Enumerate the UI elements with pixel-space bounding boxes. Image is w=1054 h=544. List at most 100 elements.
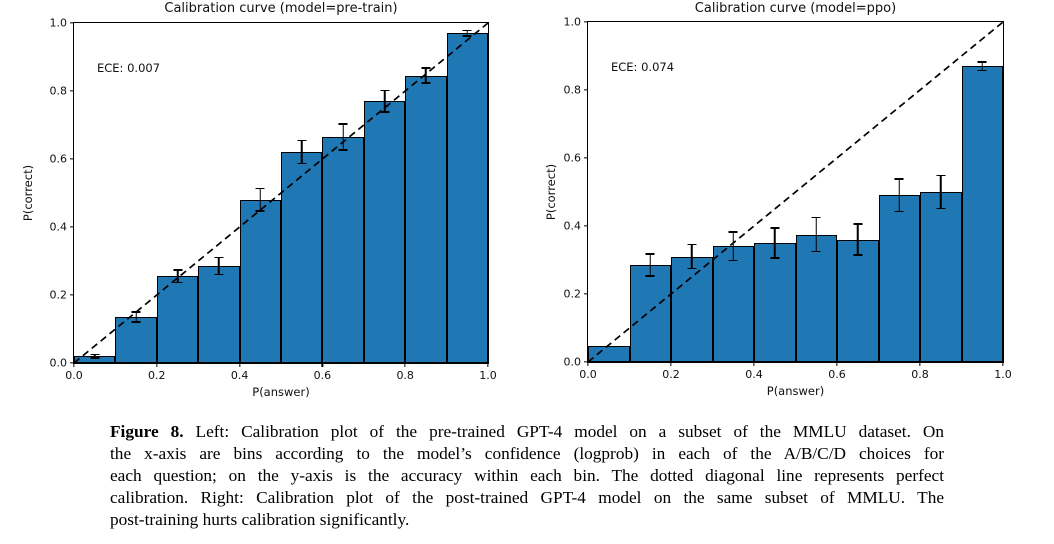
error-bar-line (649, 254, 651, 276)
error-bar-cap (894, 210, 904, 213)
histogram-bar (156, 276, 199, 363)
error-bar (977, 61, 987, 72)
histogram-bar (671, 256, 713, 362)
caption-text: Left: Calibration plot of the pre-traine… (195, 422, 944, 441)
error-bar-line (218, 257, 220, 275)
histogram-bar (920, 192, 962, 362)
calibration-chart-pretrain: Calibration curve (model=pre-train) P(co… (0, 0, 527, 408)
error-bar (811, 216, 821, 253)
histogram-bar (795, 234, 837, 362)
y-tick-label: 0.8 (563, 83, 582, 97)
y-axis-label: P(correct) (21, 164, 35, 222)
error-bar-cap (853, 254, 863, 256)
y-tick-mark (584, 157, 588, 159)
x-tick-label: 0.0 (65, 369, 83, 382)
x-tick-mark (1002, 362, 1004, 366)
error-bar (687, 243, 697, 270)
error-bar-cap (338, 149, 348, 151)
ece-annotation: ECE: 0.074 (611, 60, 675, 74)
y-tick-mark (70, 90, 74, 92)
caption-line: each question; on the y-axis is the accu… (110, 465, 944, 485)
histogram-bar (712, 246, 754, 362)
x-tick-label: 0.2 (662, 368, 680, 381)
error-bar-line (259, 188, 262, 212)
error-bar-cap (936, 207, 946, 210)
y-axis-label: P(correct) (544, 163, 558, 221)
histogram-bar (837, 239, 879, 362)
x-tick-label: 0.8 (911, 368, 929, 381)
histogram-bar (588, 346, 630, 362)
error-bar-line (176, 270, 179, 283)
histogram-bar (115, 317, 157, 363)
error-bar-line (383, 90, 386, 113)
y-tick-mark (70, 22, 74, 24)
error-bar-line (940, 175, 942, 209)
error-bar-line (691, 244, 693, 269)
x-tick-mark (73, 363, 75, 367)
histogram-bar (446, 33, 488, 363)
x-tick-mark (587, 362, 589, 366)
error-bar-line (815, 217, 817, 252)
error-bar-cap (977, 69, 987, 72)
x-tick-label: 0.6 (313, 369, 332, 382)
histogram-bar (629, 265, 671, 362)
y-tick-mark (584, 225, 588, 227)
error-bar (255, 187, 265, 212)
caption-line: the x-axis are bins according to the mod… (110, 443, 944, 463)
error-bar (90, 353, 100, 359)
error-bar (173, 269, 182, 284)
figure-caption: Figure 8. Left: Calibration plot of the … (110, 421, 944, 531)
y-tick-label: 0.0 (49, 356, 68, 370)
y-tick-mark (70, 226, 74, 228)
histogram-bar (198, 266, 240, 363)
error-bar-cap (687, 267, 697, 270)
error-bar (214, 256, 224, 276)
x-axis-label: P(answer) (252, 385, 310, 399)
error-bar-cap (297, 162, 307, 165)
error-bar-cap (645, 275, 655, 277)
x-tick-mark (321, 363, 324, 367)
error-bar-cap (380, 111, 389, 113)
error-bar-cap (173, 281, 182, 284)
histogram-bar (961, 66, 1003, 362)
error-bar-line (732, 232, 734, 261)
x-tick-mark (753, 362, 755, 366)
y-tick-mark (70, 158, 74, 160)
y-tick-mark (584, 89, 588, 91)
ece-annotation: ECE: 0.007 (97, 61, 161, 75)
x-tick-label: 0.0 (579, 368, 597, 381)
x-tick-mark (670, 362, 672, 366)
x-tick-label: 1.0 (994, 368, 1012, 381)
y-tick-label: 0.6 (49, 152, 68, 166)
histogram-bar (239, 199, 281, 363)
error-bar-cap (214, 273, 224, 276)
y-tick-label: 0.6 (563, 151, 582, 165)
caption-line: post-training hurts calibration signific… (110, 509, 410, 529)
y-tick-mark (70, 294, 74, 296)
y-tick-mark (584, 21, 588, 23)
y-tick-mark (584, 293, 588, 295)
error-bar (297, 139, 307, 165)
x-tick-mark (238, 363, 241, 367)
y-tick-label: 0.4 (563, 219, 582, 233)
x-tick-label: 0.8 (396, 369, 414, 382)
y-tick-label: 1.0 (563, 15, 582, 29)
x-tick-mark (487, 363, 489, 367)
x-tick-label: 0.2 (148, 369, 166, 382)
error-bar-line (857, 223, 859, 256)
error-bar-line (425, 68, 427, 84)
x-axis-label: P(answer) (766, 384, 825, 398)
error-bar (645, 253, 655, 277)
x-tick-label: 0.4 (745, 368, 763, 381)
error-bar (770, 227, 780, 259)
error-bar (853, 223, 863, 256)
error-bar (936, 174, 946, 210)
error-bar (380, 89, 389, 113)
histogram-bar (405, 75, 447, 363)
caption-line: calibration. Right: Calibration plot of … (110, 487, 944, 507)
chart-title: Calibration curve (model=ppo) (694, 1, 897, 16)
y-tick-label: 0.2 (563, 287, 582, 301)
error-bar-line (300, 140, 303, 164)
chart-title: Calibration curve (model=pre-train) (164, 1, 398, 16)
error-bar-cap (131, 321, 141, 323)
